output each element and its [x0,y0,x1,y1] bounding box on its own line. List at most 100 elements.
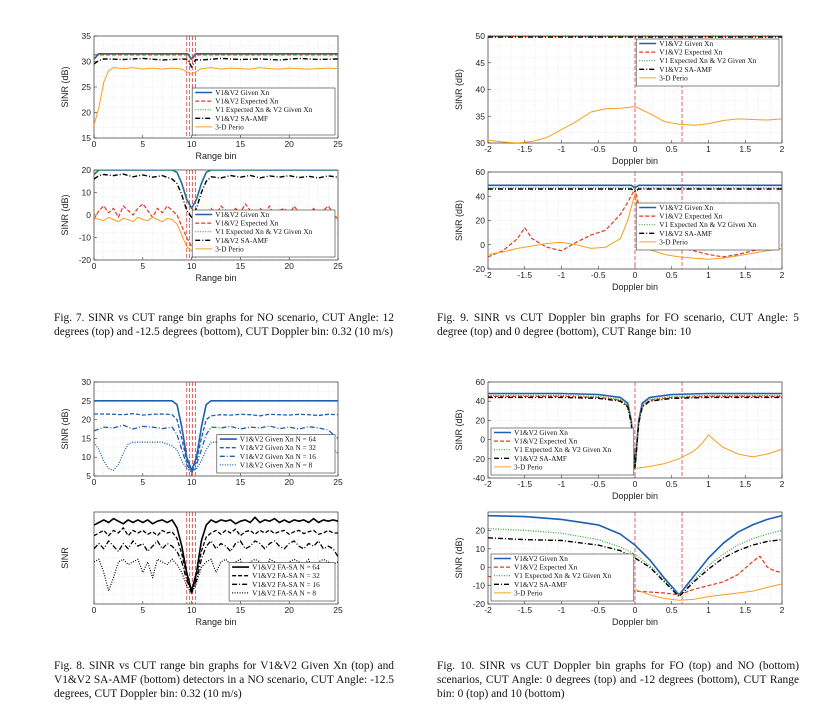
legend-entry: V1&V2 Given Xn [514,428,568,437]
series-group [488,184,782,260]
series-line [488,188,782,193]
y-tick-label: 40 [476,85,486,95]
y-tick-label: 20 [476,415,486,425]
x-tick-label: 1 [706,479,711,489]
y-tick-label: 20 [82,108,92,118]
plot-frame [93,381,339,477]
legend-entry: V1&V2 SA-AMF [215,236,268,245]
y-tick-label: 25 [82,82,92,92]
legend-entry: 3-D Perio [659,73,688,82]
y-axis-label: SINR (dB) [60,194,70,235]
series-line [94,67,338,126]
series-line [488,395,782,468]
y-tick-label: 20 [82,415,92,425]
legend-entry: V1 Expected Xn & V2 Given Xn [514,445,611,454]
x-axis-label: Doppler bin [612,491,658,501]
x-tick-label: 5 [140,605,145,615]
legend-entry: V1&V2 FA-SA N = 16 [252,580,320,589]
series-line [634,583,782,601]
y-tick-label: 40 [476,191,486,201]
fig9-top-plot: -2 -1.5 -1 -0.5 0 0.5 1 1.5 2 30 35 40 45 50 Doppler b… [452,31,792,167]
y-tick-label: 10 [476,544,486,554]
legend-entry: V1&V2 SA-AMF [659,229,712,238]
fig10-top-plot: -2 -1.5 -1 -0.5 0 0.5 1 1.5 2 -40 -20 0 20 40 60 Dopple… [452,377,792,502]
series-line [94,170,338,210]
x-tick-label: 5 [140,139,145,149]
series-group [94,516,338,595]
legend-entry: V1&V2 Given Xn N = 32 [240,443,316,452]
x-tick-label: 0.5 [666,479,678,489]
x-tick-label: 2 [780,144,785,154]
x-axis-label: Doppler bin [612,282,658,292]
legend-box [635,202,780,251]
legend-entry: V1&V2 SA-AMF [215,114,268,123]
series-line [488,106,782,143]
y-axis-label: SINR (dB) [454,69,464,110]
y-tick-label: 10 [82,188,92,198]
legend-entry: 3-D Perio [659,237,688,246]
y-axis-label: SINR [60,547,70,569]
legend-box [490,553,635,602]
x-tick-label: -2 [484,479,492,489]
x-tick-label: 25 [333,139,343,149]
series-line [94,173,338,218]
y-axis-label: SINR (dB) [454,200,464,241]
legend-entry: 3-D Perio [215,244,244,253]
x-axis-label: Range bin [195,617,236,627]
series-line [488,193,782,260]
x-tick-label: 10 [187,605,197,615]
x-tick-label: 20 [284,139,294,149]
y-tick-label: 35 [476,111,486,121]
fig10-caption: Fig. 10. SINR vs CUT Doppler bin graphs … [437,660,799,700]
x-tick-label: -1.5 [517,144,532,154]
legend-entry: 3-D Perio [514,588,543,597]
y-tick-label: 0 [86,210,91,220]
x-tick-label: 0 [92,605,97,615]
y-tick-label: 15 [82,433,92,443]
series-group [488,392,782,470]
y-tick-label: 20 [476,216,486,226]
y-tick-label: 0 [480,240,485,250]
y-tick-label: 30 [476,138,486,148]
series-line [94,412,338,472]
x-tick-label: 0 [633,605,638,615]
series-line [94,527,338,595]
y-tick-label: -10 [473,581,486,591]
legend-entry: V1&V2 Expected Xn [215,97,279,106]
x-axis-label: Range bin [195,273,236,283]
series-line [94,53,338,61]
legend-entry: V1&V2 Expected Xn [514,437,578,446]
legend-entry: V1 Expected Xn & V2 Given Xn [514,571,611,580]
series-line [488,514,782,596]
legend-box [191,87,336,136]
x-tick-label: -1.5 [517,479,532,489]
x-tick-label: 15 [236,605,246,615]
x-tick-label: -2 [484,144,492,154]
x-tick-label: 0 [92,477,97,487]
x-tick-label: 20 [284,477,294,487]
x-tick-label: -0.5 [591,605,606,615]
x-tick-label: 15 [236,477,246,487]
y-tick-label: 35 [82,31,92,41]
x-tick-label: -0.5 [591,144,606,154]
x-tick-label: -0.5 [591,270,606,280]
y-tick-label: 10 [82,452,92,462]
series-line [488,528,782,596]
fig7-bottom-svg: 0 5 10 15 20 25 -20 -10 0 10 20 Range bin SINR (dB) V… [60,165,343,283]
y-tick-label: -10 [79,233,92,243]
series-line [488,184,782,189]
y-tick-label: -20 [473,454,486,464]
series-line [488,537,782,598]
x-tick-label: 25 [333,605,343,615]
x-tick-label: -2 [484,605,492,615]
x-tick-label: 1.5 [739,144,751,154]
legend-entry: V1&V2 Expected Xn [514,563,578,572]
legend-entry: V1&V2 Expected Xn [659,48,723,57]
y-tick-label: -20 [473,599,486,609]
x-tick-label: 15 [236,139,246,149]
legend-entry: V1&V2 SA-AMF [659,65,712,74]
y-tick-label: 60 [476,167,486,177]
y-tick-label: 30 [82,57,92,67]
